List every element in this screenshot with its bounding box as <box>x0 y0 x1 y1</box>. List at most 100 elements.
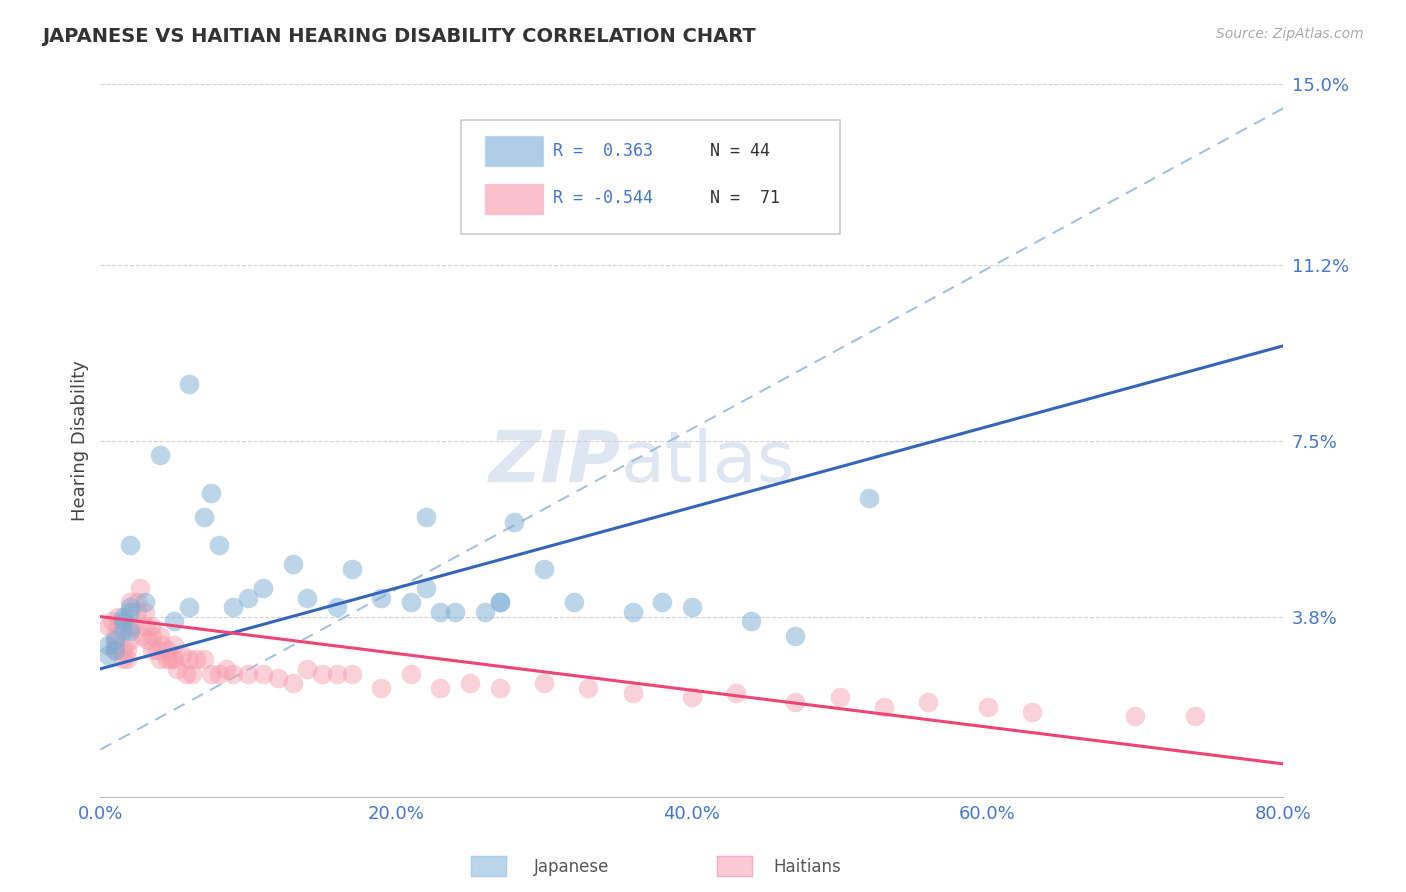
Point <box>104 629 127 643</box>
Text: N = 44: N = 44 <box>710 142 769 160</box>
Point <box>533 562 555 576</box>
Point <box>681 600 703 615</box>
Point <box>186 652 208 666</box>
Point <box>415 509 437 524</box>
Point <box>104 633 127 648</box>
Point <box>111 652 134 666</box>
Text: N =  71: N = 71 <box>710 189 779 208</box>
Text: JAPANESE VS HAITIAN HEARING DISABILITY CORRELATION CHART: JAPANESE VS HAITIAN HEARING DISABILITY C… <box>42 27 756 45</box>
Point <box>111 615 134 629</box>
Point <box>111 609 134 624</box>
Point <box>200 486 222 500</box>
Point <box>740 615 762 629</box>
Text: Haitians: Haitians <box>773 858 841 876</box>
Point <box>858 491 880 505</box>
Point <box>148 629 170 643</box>
Point <box>200 666 222 681</box>
Point <box>139 619 162 633</box>
Point <box>163 652 186 666</box>
Point <box>267 671 290 685</box>
Point <box>917 695 939 709</box>
Point <box>238 666 260 681</box>
Point <box>458 676 481 690</box>
Point <box>127 595 149 609</box>
Point <box>177 376 200 391</box>
Point <box>651 595 673 609</box>
Point <box>136 633 159 648</box>
Point <box>238 591 260 605</box>
Point <box>118 605 141 619</box>
Point <box>976 699 998 714</box>
Text: ZIP: ZIP <box>489 427 621 497</box>
Point <box>122 619 145 633</box>
Point <box>101 615 124 629</box>
Point <box>156 652 179 666</box>
Point <box>115 643 138 657</box>
Point <box>474 605 496 619</box>
Point <box>174 666 197 681</box>
Point <box>134 619 156 633</box>
Point <box>118 619 141 633</box>
Y-axis label: Hearing Disability: Hearing Disability <box>72 360 89 521</box>
Point <box>148 652 170 666</box>
Point <box>785 629 807 643</box>
Point <box>488 681 510 695</box>
Point <box>488 595 510 609</box>
Point <box>208 538 231 552</box>
FancyBboxPatch shape <box>485 185 543 214</box>
Point <box>785 695 807 709</box>
Point <box>145 643 167 657</box>
Text: atlas: atlas <box>621 427 796 497</box>
Point <box>118 595 141 609</box>
Point <box>621 605 644 619</box>
Point <box>873 699 896 714</box>
Point <box>215 662 238 676</box>
Point <box>118 600 141 615</box>
Point <box>141 629 163 643</box>
Point <box>1021 705 1043 719</box>
Point <box>429 681 451 695</box>
Point <box>252 666 274 681</box>
Point <box>415 581 437 595</box>
Point <box>148 448 170 462</box>
Point <box>193 509 215 524</box>
Text: Source: ZipAtlas.com: Source: ZipAtlas.com <box>1216 27 1364 41</box>
Point <box>340 666 363 681</box>
Point <box>340 562 363 576</box>
Point <box>107 609 129 624</box>
Point <box>177 652 200 666</box>
Point <box>297 662 319 676</box>
Point <box>399 595 422 609</box>
Point <box>129 581 152 595</box>
Point <box>177 600 200 615</box>
Point <box>181 666 204 681</box>
Point <box>1184 709 1206 723</box>
Point <box>127 605 149 619</box>
Point <box>208 666 231 681</box>
Point <box>104 638 127 652</box>
Point <box>681 690 703 705</box>
Point <box>111 624 134 638</box>
Point <box>163 615 186 629</box>
Point <box>163 638 186 652</box>
Point <box>370 681 392 695</box>
FancyBboxPatch shape <box>485 136 543 166</box>
Point <box>156 643 179 657</box>
Point <box>104 643 127 657</box>
Point <box>621 685 644 699</box>
Text: R = -0.544: R = -0.544 <box>554 189 654 208</box>
Point <box>533 676 555 690</box>
Point <box>134 595 156 609</box>
Point <box>1125 709 1147 723</box>
Point <box>160 652 183 666</box>
Point <box>281 676 304 690</box>
Point <box>107 619 129 633</box>
Point <box>118 624 141 638</box>
Point <box>131 629 153 643</box>
Point <box>444 605 467 619</box>
Point <box>725 685 748 699</box>
Text: Japanese: Japanese <box>534 858 610 876</box>
Point <box>281 558 304 572</box>
Point <box>326 666 349 681</box>
Point <box>828 690 851 705</box>
